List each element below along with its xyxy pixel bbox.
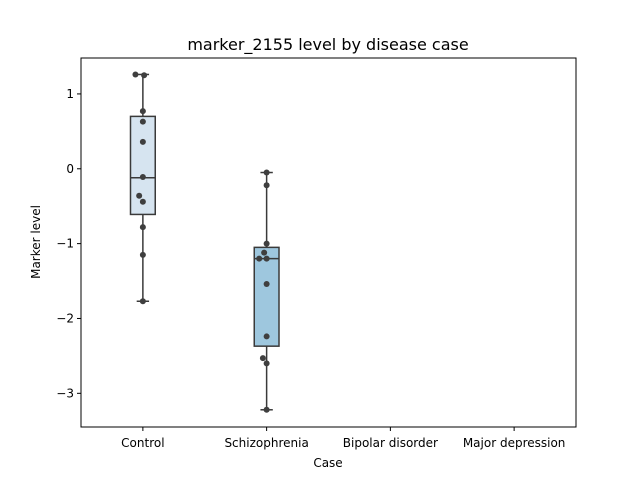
data-point [263,281,270,288]
y-tick-label: −2 [56,311,74,325]
chart-title: marker_2155 level by disease case [187,35,468,55]
data-point [139,224,146,231]
data-point [132,71,139,78]
data-point [136,192,143,199]
y-tick-label: −3 [56,386,74,400]
data-point [263,182,270,189]
x-tick-label: Major depression [463,436,566,450]
data-point [139,298,146,305]
data-point [259,355,266,362]
plot-frame [80,57,577,428]
data-point [139,251,146,258]
x-axis-label: Case [313,456,342,470]
y-tick-label: 0 [66,162,74,176]
data-point [263,406,270,413]
y-axis-label: Marker level [29,205,43,279]
data-point [139,198,146,205]
data-point [139,108,146,115]
x-tick-label: Schizophrenia [224,436,308,450]
data-point [263,169,270,176]
data-point [263,360,270,367]
box-control [129,115,156,216]
plot-area: 1 0 −1 −2 −3 Control Schizophrenia Bipolar diso… [56,71,565,450]
x-tick-label: Bipolar disorder [343,436,438,450]
data-point [261,249,268,256]
data-point [263,240,270,247]
data-point [139,118,146,125]
data-point [263,333,270,340]
data-point [256,255,263,262]
box-schizophrenia [253,246,280,347]
y-tick-label: 1 [66,87,74,101]
data-point [263,255,270,262]
y-tick-label: −1 [56,237,74,251]
data-point [139,138,146,145]
data-point [139,174,146,181]
x-tick-label: Control [121,436,164,450]
data-point [141,72,148,79]
